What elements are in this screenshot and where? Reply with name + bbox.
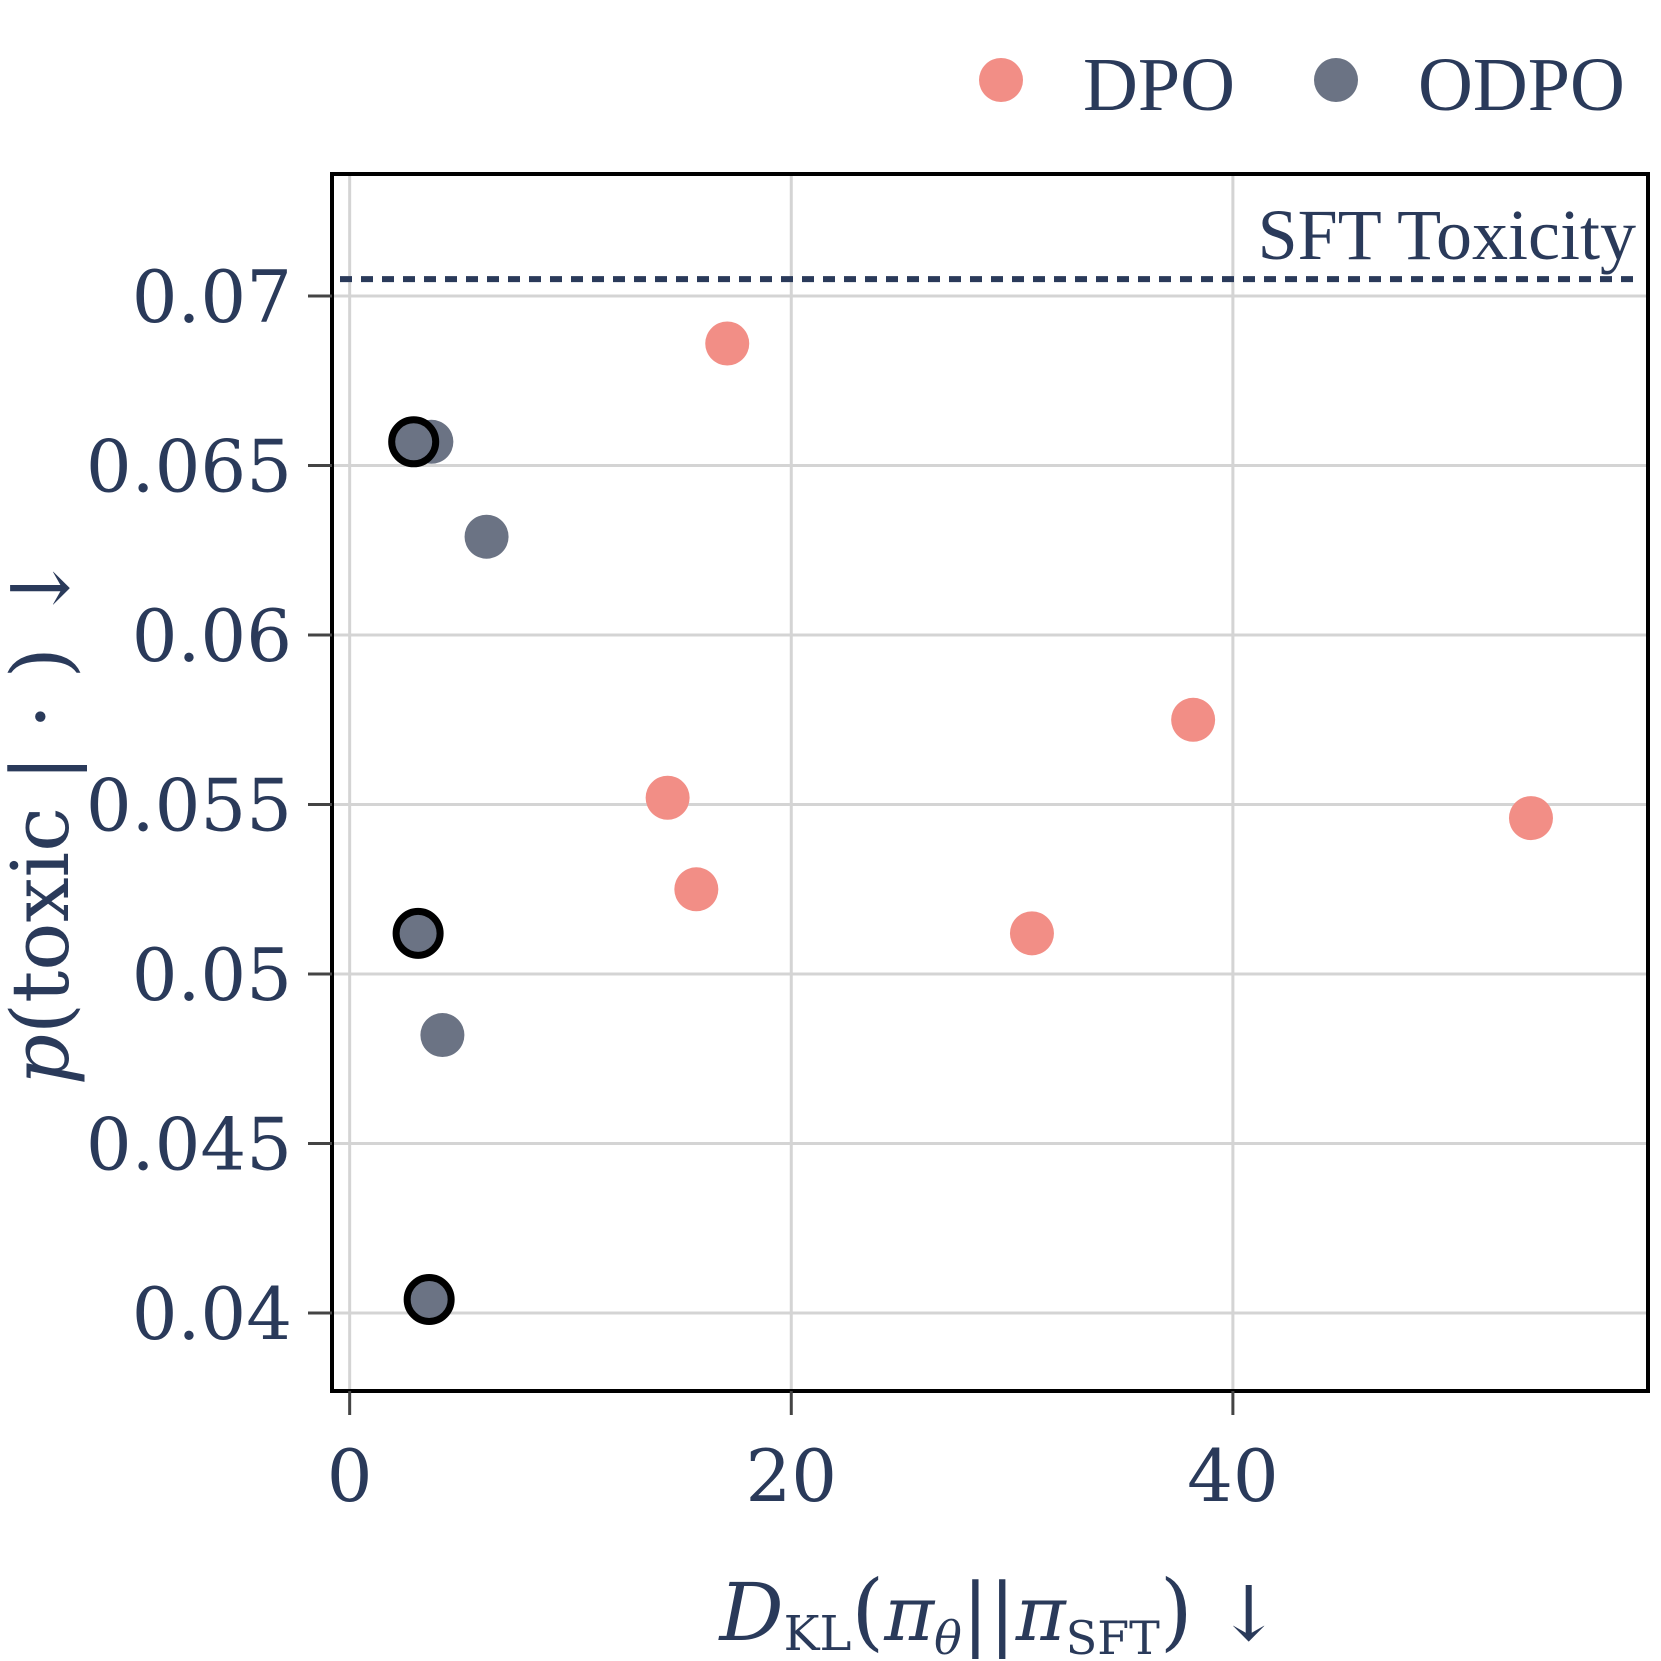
legend-odpo-label: ODPO xyxy=(1418,43,1625,127)
y-axis-label: p(toxic | · ) ↓ xyxy=(0,555,87,1086)
y-tick-label: 0.05 xyxy=(132,933,292,1017)
dpo-point xyxy=(1171,697,1216,742)
odpo-point xyxy=(392,907,444,959)
dpo-point xyxy=(674,867,719,912)
x-axis-label: DKL(πθ||πSFT) ↓ xyxy=(718,1562,1281,1661)
legend-dpo-label: DPO xyxy=(1083,43,1235,127)
dpo-point xyxy=(705,321,750,366)
reference-line-group: SFT Toxicity xyxy=(340,195,1640,283)
odpo-point xyxy=(403,1273,455,1325)
y-tick-label: 0.04 xyxy=(132,1272,292,1356)
axis-ticks: 0 20 40 0.04 0.045 0.05 0.055 0.06 0.065 0.07 xyxy=(86,255,1279,1518)
legend: DPO ODPO xyxy=(979,43,1625,127)
data-points xyxy=(388,321,1553,1325)
dpo-point xyxy=(1009,911,1054,956)
x-tick-label: 20 xyxy=(745,1434,837,1518)
y-tick-label: 0.065 xyxy=(86,425,292,509)
odpo-point xyxy=(420,1013,465,1058)
plot-frame xyxy=(330,172,1650,1393)
legend-dpo-marker xyxy=(979,58,1023,102)
odpo-point xyxy=(388,416,440,468)
grid-lines xyxy=(332,174,1648,1391)
y-tick-label: 0.045 xyxy=(86,1103,292,1187)
y-tick-label: 0.07 xyxy=(132,255,292,339)
odpo-point xyxy=(464,514,509,559)
y-tick-label: 0.06 xyxy=(132,594,292,678)
legend-odpo-marker xyxy=(1314,58,1358,102)
x-tick-label: 40 xyxy=(1187,1434,1279,1518)
dpo-point xyxy=(1508,796,1553,841)
y-tick-label: 0.055 xyxy=(86,764,292,848)
x-tick-label: 0 xyxy=(327,1434,373,1518)
dpo-point xyxy=(645,775,690,820)
sft-toxicity-label: SFT Toxicity xyxy=(1258,195,1636,275)
